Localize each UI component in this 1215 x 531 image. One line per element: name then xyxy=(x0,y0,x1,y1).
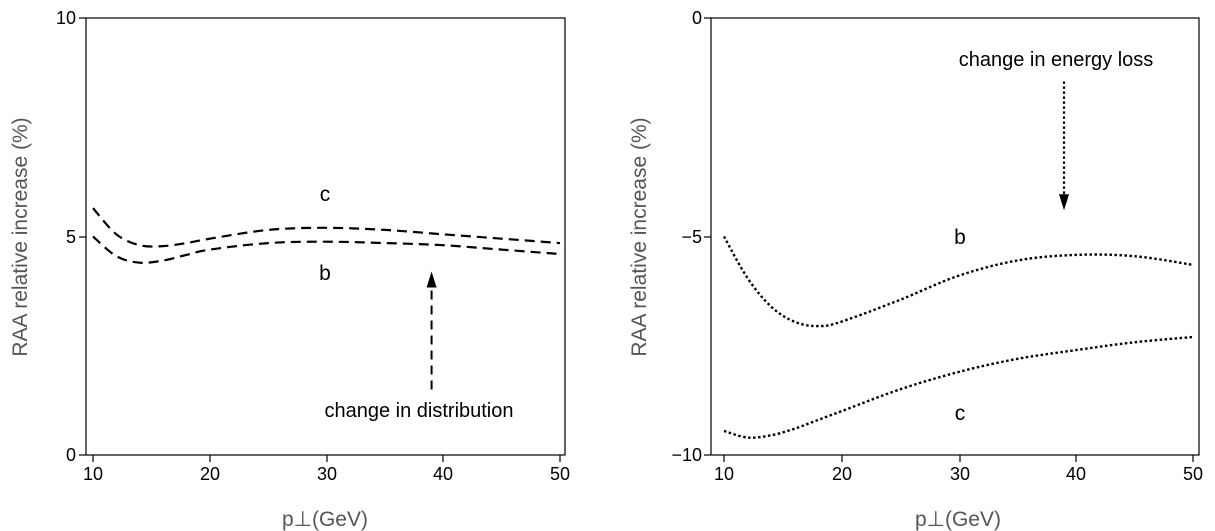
right-curve-label-b: b xyxy=(954,226,966,249)
left-plot-frame xyxy=(85,17,566,456)
right-ytick-label: 0 xyxy=(692,8,702,28)
left-annotation-text: change in distribution xyxy=(324,400,513,422)
series-line-c xyxy=(92,207,561,248)
right-x-axis-label: p⊥(GeV) xyxy=(915,508,1001,531)
left-curve-label-b: b xyxy=(319,262,331,285)
right-ytick-label: −5 xyxy=(681,227,702,247)
left-xtick-label: 20 xyxy=(200,464,220,484)
right-xtick-label: 30 xyxy=(950,464,970,484)
left-y-ticks: 0 5 10 xyxy=(56,8,76,465)
right-panel: 10 20 30 40 50 0 −5 −10 p⊥(GeV) RAA rela… xyxy=(628,8,1203,531)
right-xtick-label: 50 xyxy=(1183,464,1203,484)
right-curve-labels: b c xyxy=(954,226,966,425)
right-curve-label-c: c xyxy=(955,402,966,425)
right-y-axis-label: RAA relative increase (%) xyxy=(628,117,651,356)
right-y-ticks: 0 −5 −10 xyxy=(671,8,702,465)
left-ytick-label: 5 xyxy=(66,227,76,247)
left-curve-label-c: c xyxy=(320,183,331,206)
left-x-ticks: 10 20 30 40 50 xyxy=(83,464,570,484)
right-annotation: change in energy loss xyxy=(959,49,1154,211)
left-xtick-label: 40 xyxy=(433,464,453,484)
right-x-ticks: 10 20 30 40 50 xyxy=(714,464,1203,484)
right-xtick-label: 10 xyxy=(714,464,734,484)
annotation-arrow-head xyxy=(426,271,437,288)
annotation-arrow-head xyxy=(1059,194,1070,211)
right-xtick-label: 20 xyxy=(832,464,852,484)
left-curves xyxy=(79,17,561,462)
left-curve-labels: c b xyxy=(319,183,331,285)
left-ytick-label: 10 xyxy=(56,8,76,28)
left-xtick-label: 50 xyxy=(550,464,570,484)
right-xtick-label: 40 xyxy=(1066,464,1086,484)
series-line-c xyxy=(723,335,1194,439)
left-xtick-label: 10 xyxy=(83,464,103,484)
left-xtick-label: 30 xyxy=(317,464,337,484)
series-line-b xyxy=(92,235,561,264)
right-curves xyxy=(704,17,1194,462)
right-annotation-text: change in energy loss xyxy=(959,49,1154,71)
left-panel: 10 20 30 40 50 0 5 10 p⊥(GeV) RAA relati… xyxy=(9,8,570,531)
left-x-axis-label: p⊥(GeV) xyxy=(282,508,368,531)
series-line-b xyxy=(722,235,1194,328)
left-y-axis-label: RAA relative increase (%) xyxy=(9,117,32,356)
left-annotation: change in distribution xyxy=(324,271,514,422)
right-ytick-label: −10 xyxy=(671,445,702,465)
left-ytick-label: 0 xyxy=(66,445,76,465)
